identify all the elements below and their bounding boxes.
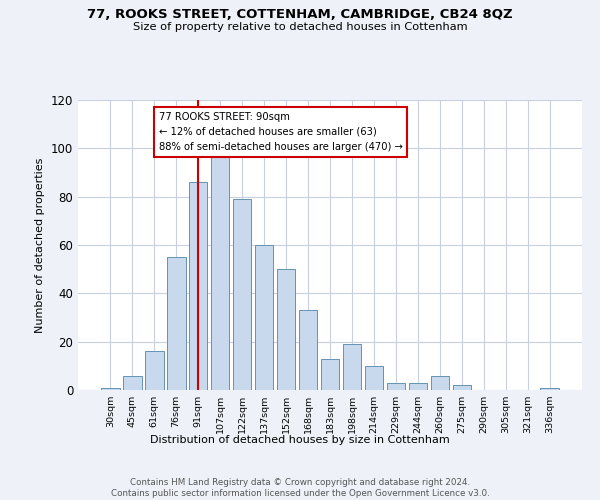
Bar — [233, 199, 251, 390]
Y-axis label: Number of detached properties: Number of detached properties — [35, 158, 45, 332]
Text: 77 ROOKS STREET: 90sqm
← 12% of detached houses are smaller (63)
88% of semi-det: 77 ROOKS STREET: 90sqm ← 12% of detached… — [158, 112, 403, 152]
Bar — [452, 385, 471, 390]
Bar — [386, 383, 405, 390]
Bar — [145, 352, 164, 390]
Bar — [255, 245, 274, 390]
Bar — [320, 358, 340, 390]
Bar — [343, 344, 361, 390]
Bar — [277, 269, 295, 390]
Text: 77, ROOKS STREET, COTTENHAM, CAMBRIDGE, CB24 8QZ: 77, ROOKS STREET, COTTENHAM, CAMBRIDGE, … — [87, 8, 513, 20]
Bar — [211, 156, 229, 390]
Bar — [167, 257, 185, 390]
Text: Contains HM Land Registry data © Crown copyright and database right 2024.
Contai: Contains HM Land Registry data © Crown c… — [110, 478, 490, 498]
Bar — [409, 383, 427, 390]
Text: Size of property relative to detached houses in Cottenham: Size of property relative to detached ho… — [133, 22, 467, 32]
Bar — [123, 376, 142, 390]
Bar — [189, 182, 208, 390]
Bar — [101, 388, 119, 390]
Bar — [365, 366, 383, 390]
Bar — [299, 310, 317, 390]
Bar — [431, 376, 449, 390]
Text: Distribution of detached houses by size in Cottenham: Distribution of detached houses by size … — [150, 435, 450, 445]
Bar — [541, 388, 559, 390]
